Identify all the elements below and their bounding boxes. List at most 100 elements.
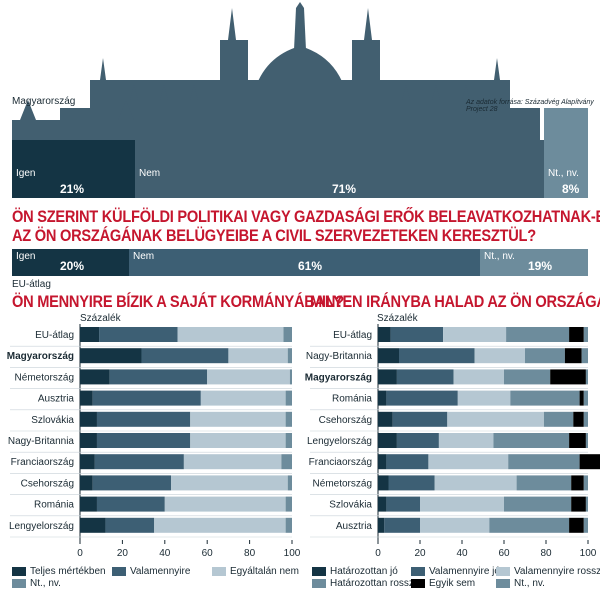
top-seg-label-yes: Igen (16, 168, 36, 179)
top-seg-value-yes: 21% (60, 182, 85, 196)
bar-segment (96, 496, 165, 512)
bar-segment (378, 348, 399, 364)
legend-label: Nt., nv. (30, 578, 61, 589)
x-tick-label: 0 (77, 548, 83, 558)
bar-segment (283, 327, 292, 342)
top-segment-1 (135, 140, 544, 198)
bar-segment (388, 475, 435, 491)
bar-segment (506, 327, 570, 342)
legend-swatch (411, 566, 425, 576)
bar-segment (96, 411, 191, 427)
bar-segment (504, 369, 551, 385)
eu-seg-label-na: Nt., nv. (484, 251, 515, 262)
bar-segment (207, 369, 290, 385)
bar-segment (434, 475, 517, 491)
legend-label: Határozottan jó (330, 566, 398, 577)
category-label: Lengyelország (9, 521, 74, 532)
left-chart-title: ÖN MENNYIRE BÍZIK A SAJÁT KORMÁNYÁBAN? (12, 292, 344, 311)
top-seg-label-na: Nt., nv. (548, 168, 579, 179)
bar-segment (281, 454, 292, 470)
bar-segment (378, 475, 389, 491)
bar-segment (384, 517, 420, 533)
x-tick-label: 60 (202, 548, 214, 558)
bar-segment (105, 517, 155, 533)
bar-segment (80, 496, 97, 512)
bar-segment (386, 390, 458, 406)
x-tick-label: 100 (284, 548, 300, 558)
legend-label: Valamennyire rossz (514, 566, 600, 577)
category-label: Nagy-Britannia (306, 351, 373, 362)
top-segment-0 (12, 140, 135, 198)
legend-item: Egyáltalán nem (212, 566, 299, 577)
category-label: Lengyelország (307, 436, 372, 447)
bar-segment (420, 496, 504, 512)
bar-segment (583, 517, 588, 533)
bar-segment (390, 327, 444, 342)
legend-swatch (12, 578, 26, 588)
bar-segment (396, 369, 454, 385)
bar-segment (289, 369, 292, 385)
bar-segment (183, 454, 282, 470)
category-label: Franciaország (309, 457, 372, 468)
top-country-label: Magyarország (12, 96, 76, 107)
bar-segment (80, 475, 93, 491)
bar-segment (378, 390, 387, 406)
legend-label: Teljes mértékben (30, 566, 106, 577)
legend-swatch (496, 566, 510, 576)
bar-segment (200, 390, 286, 406)
eu-answer-bar (12, 249, 588, 276)
bar-segment (177, 327, 284, 342)
legend-swatch (411, 578, 425, 588)
parliament-silhouette (12, 2, 588, 198)
bar-segment (510, 390, 580, 406)
bar-segment (228, 348, 288, 364)
bar-segment (508, 454, 580, 470)
legend-swatch (496, 578, 510, 588)
bar-segment (92, 475, 172, 491)
bar-segment (171, 475, 288, 491)
x-tick-label: 80 (540, 548, 552, 558)
source-note: Az adatok forrása: Századvég Alapítvány … (466, 99, 594, 113)
left-bar-chart: EU-átlag Magyarország Németország Ausztria S… (7, 324, 300, 558)
bar-segment (285, 496, 292, 512)
bar-segment (378, 411, 393, 427)
category-label: EU-átlag (333, 330, 372, 341)
bar-segment (96, 433, 191, 448)
bar-segment (287, 475, 292, 491)
legend-item: Határozottan rossz (312, 578, 414, 589)
top-segment-2 (544, 108, 588, 198)
x-tick-label: 80 (244, 548, 256, 558)
bar-segment (396, 433, 439, 448)
category-label: Magyarország (305, 372, 372, 383)
category-label: EU-átlag (35, 330, 74, 341)
x-tick-label: 40 (456, 548, 468, 558)
bar-segment (285, 433, 292, 448)
category-label: Németország (15, 372, 74, 383)
x-tick-label: 0 (375, 548, 381, 558)
legend-label: Nt., nv. (514, 578, 545, 589)
bar-segment (141, 348, 229, 364)
category-label: Ausztria (38, 394, 75, 405)
bar-segment (453, 369, 504, 385)
bar-segment (190, 411, 286, 427)
bar-segment (378, 454, 387, 470)
bar-segment (579, 454, 600, 470)
bar-segment (378, 517, 385, 533)
bar-segment (516, 475, 572, 491)
eu-seg-label-no: Nem (133, 251, 155, 262)
bar-segment (80, 517, 106, 533)
category-label: Nagy-Britannia (8, 436, 75, 447)
question-title-line1: ÖN SZERINT KÜLFÖLDI POLITIKAI VAGY GAZDA… (12, 207, 600, 226)
category-label: Csehország (21, 478, 74, 489)
bar-segment (447, 411, 544, 427)
eu-segment-yes (12, 249, 129, 276)
legend-label: Valamennyire jó (429, 566, 500, 577)
bar-segment (583, 327, 588, 342)
bar-segment (285, 411, 292, 427)
category-label: Csehország (319, 415, 372, 426)
x-tick-label: 20 (414, 548, 426, 558)
bar-segment (474, 348, 525, 364)
bar-segment (386, 496, 420, 512)
bar-segment (493, 433, 570, 448)
bar-segment (569, 327, 584, 342)
